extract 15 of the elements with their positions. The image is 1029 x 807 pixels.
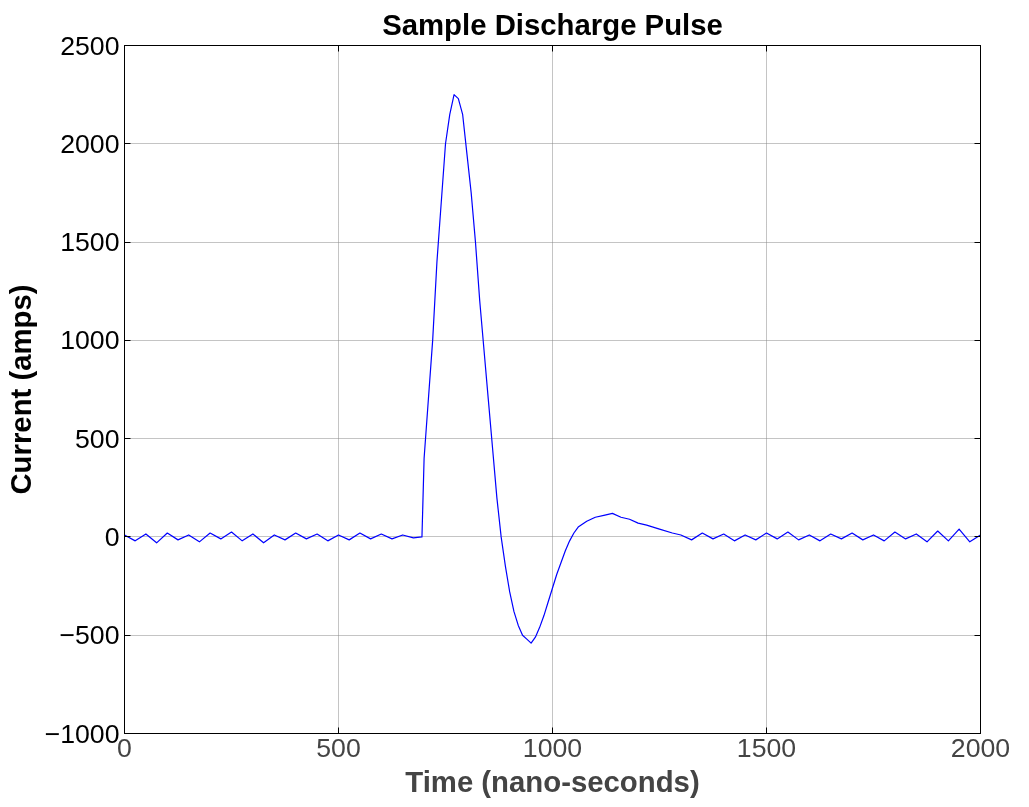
y-tick-label: 1000 [60,325,120,356]
y-tick-label: 500 [75,423,120,454]
y-tick-label: 0 [104,521,120,552]
y-axis-title: Current (amps) [3,284,37,495]
x-tick-label: 2000 [950,732,1011,763]
line-series [124,94,981,644]
y-tick-label: 1500 [60,227,120,258]
chart-title: Sample Discharge Pulse [382,7,723,41]
x-axis-title: Time (nano-seconds) [405,764,700,798]
y-tick-label: 2000 [60,128,120,159]
x-tick-label: 1500 [736,732,797,763]
x-tick-label: 1000 [522,732,583,763]
x-tick-label: 500 [316,732,361,763]
y-tick-label: −500 [59,620,120,651]
y-tick-label: 2500 [60,30,120,61]
